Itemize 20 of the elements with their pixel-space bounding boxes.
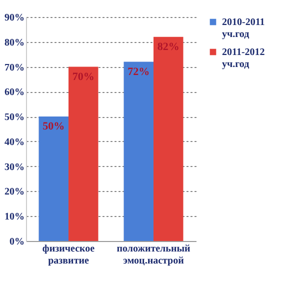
y-tick-label: 0% bbox=[10, 236, 24, 248]
y-tick-label: 90% bbox=[4, 12, 24, 24]
y-tick-label: 20% bbox=[4, 186, 24, 198]
legend-label: 2010-2011 уч.год bbox=[222, 17, 265, 40]
y-tick-label: 40% bbox=[4, 136, 24, 148]
y-tick-label: 70% bbox=[4, 62, 24, 74]
data-label: 50% bbox=[42, 120, 65, 133]
bar bbox=[38, 116, 68, 241]
data-label: 72% bbox=[128, 66, 150, 78]
x-tick-label: положительный эмоц.настрой bbox=[116, 244, 191, 266]
bar bbox=[68, 66, 98, 241]
legend-label: 2011-2012 уч.год bbox=[222, 47, 265, 70]
y-tick-label: 10% bbox=[4, 212, 24, 223]
x-tick-label: физическое развитие bbox=[42, 244, 96, 266]
y-tick-label: 50% bbox=[4, 112, 24, 124]
y-tick-label: 30% bbox=[4, 162, 24, 173]
bar bbox=[154, 36, 184, 241]
y-tick-label: 80% bbox=[4, 37, 24, 48]
bar bbox=[124, 62, 154, 241]
y-tick-label: 60% bbox=[4, 87, 24, 98]
